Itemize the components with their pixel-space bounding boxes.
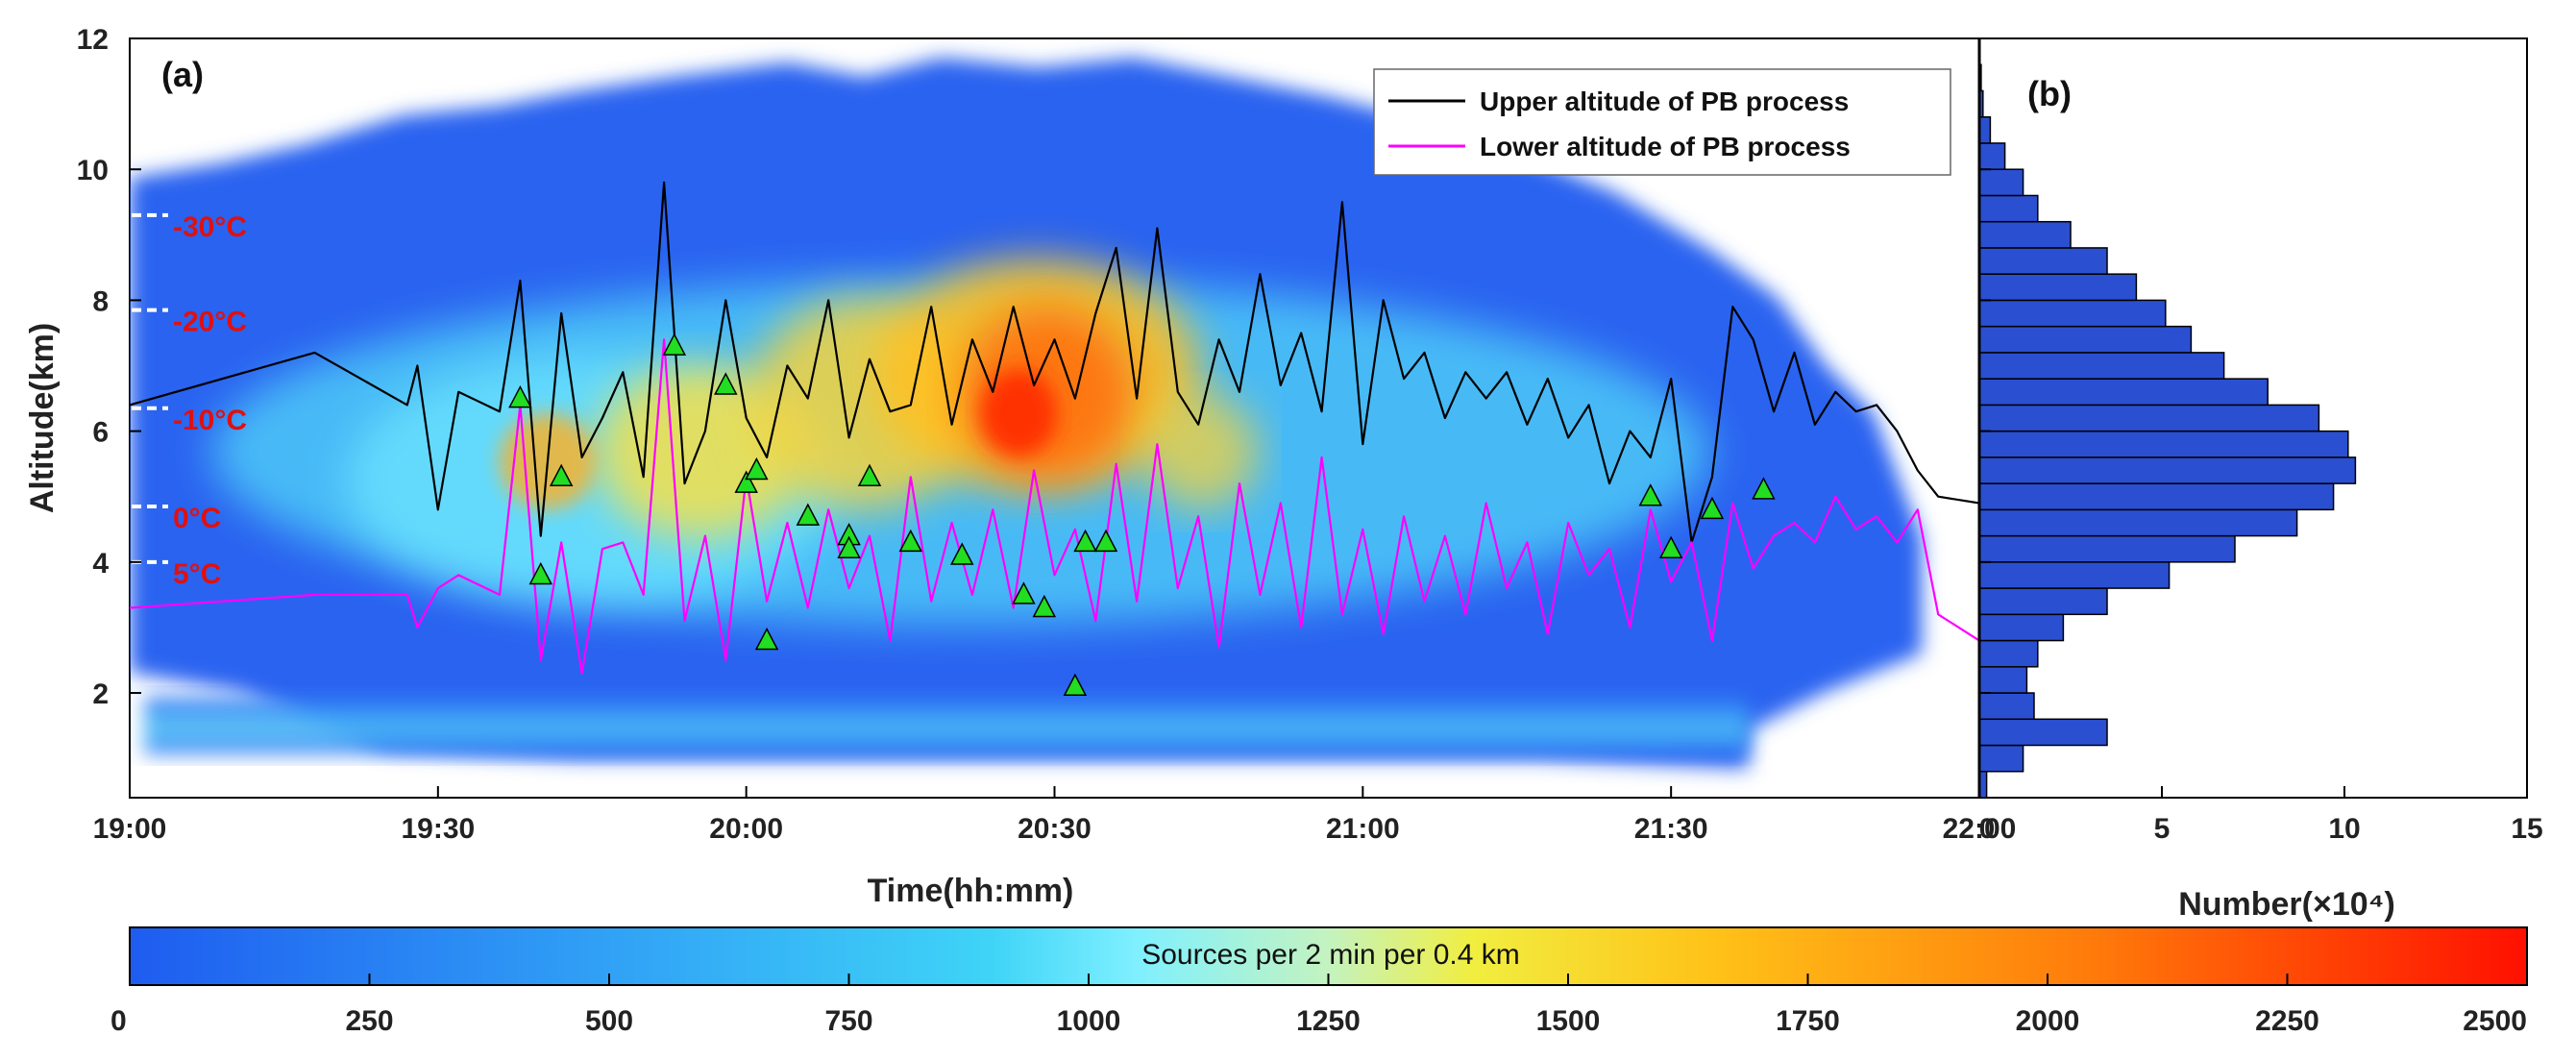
histogram-bar-17 <box>1978 325 2193 354</box>
triangle-marker-22 <box>1752 477 1776 500</box>
y-tick-label-2: 6 <box>92 417 109 449</box>
b-x-tick-label-0: 0 <box>1979 813 1996 845</box>
triangle-marker-12 <box>898 529 923 553</box>
histogram-bar-20 <box>1978 247 2108 275</box>
density-field <box>130 58 1922 769</box>
x-tick-label-1: 19:30 <box>401 813 475 845</box>
histogram-bar-7 <box>1978 587 2108 616</box>
b-x-tick-label-3: 15 <box>2511 813 2542 845</box>
triangle-marker-0 <box>508 384 532 408</box>
panel-b-label: (b) <box>2027 74 2072 113</box>
temp-level-label-1: -20°C <box>173 307 247 338</box>
y-tick-label-3: 8 <box>92 285 109 317</box>
x-tick-label-4: 21:00 <box>1326 813 1400 845</box>
histogram-bar-2 <box>1978 718 2108 747</box>
triangle-marker-5 <box>734 470 758 493</box>
histogram-bar-15 <box>1978 378 2269 407</box>
histogram-bar-8 <box>1978 561 2171 589</box>
colorbar-tick-label-8: 2000 <box>2016 1005 2080 1037</box>
legend-label-lower: Lower altitude of PB process <box>1480 132 1851 161</box>
legend-box <box>1373 68 1951 176</box>
y-tick-label-4: 10 <box>77 155 109 186</box>
histogram-bar-1 <box>1978 744 2024 773</box>
histogram-bar-4 <box>1978 666 2028 694</box>
triangle-marker-11 <box>857 463 882 487</box>
panel-b-x-axis-label: Number(×10⁴) <box>2178 886 2395 923</box>
triangle-marker-7 <box>754 627 779 651</box>
triangle-marker-1 <box>528 561 553 585</box>
triangle-marker-18 <box>1093 529 1118 553</box>
colorbar-tick-label-7: 1750 <box>1776 1005 1840 1037</box>
temp-level-label-2: -10°C <box>173 405 247 436</box>
x-tick-label-3: 20:30 <box>1018 813 1092 845</box>
histogram-bar-14 <box>1978 404 2320 432</box>
x-tick-label-5: 21:30 <box>1634 813 1708 845</box>
colorbar-tick-label-1: 250 <box>345 1005 393 1037</box>
triangle-marker-14 <box>1012 581 1036 605</box>
triangle-marker-13 <box>950 542 974 565</box>
y-tick-label-1: 4 <box>92 548 109 580</box>
histogram-bar-16 <box>1978 352 2225 380</box>
colorbar-tick-label-4: 1000 <box>1057 1005 1121 1037</box>
triangle-marker-21 <box>1700 496 1725 520</box>
histogram-bar-23 <box>1978 168 2024 197</box>
x-tick-label-6: 22:00 <box>1943 813 2017 845</box>
histogram-bar-6 <box>1978 613 2065 642</box>
colorbar-tick-label-2: 500 <box>585 1005 633 1037</box>
histogram-bar-22 <box>1978 194 2039 223</box>
density-core-yellow-5 <box>1143 394 1259 509</box>
density-core-red <box>980 370 1057 456</box>
y-tick-label-0: 2 <box>92 679 109 710</box>
legend-label-upper: Upper altitude of PB process <box>1480 86 1849 116</box>
triangle-marker-8 <box>796 503 821 526</box>
triangle-marker-3 <box>662 333 687 356</box>
temp-level-label-4: 5°C <box>173 558 221 590</box>
colorbar-tick-label-9: 2250 <box>2255 1005 2319 1037</box>
triangle-marker-16 <box>1063 673 1088 696</box>
colorbar-tick-label-6: 1500 <box>1536 1005 1601 1037</box>
histogram-bar-11 <box>1978 482 2335 511</box>
histogram-bar-5 <box>1978 639 2039 668</box>
triangle-marker-20 <box>1658 535 1683 558</box>
legend: Upper altitude of PB process Lower altit… <box>1373 68 1951 176</box>
histogram-bar-13 <box>1978 430 2349 458</box>
triangle-marker-4 <box>714 372 738 395</box>
colorbar-tick-label-10: 2500 <box>2463 1005 2527 1037</box>
triangle-marker-6 <box>745 456 769 481</box>
histogram-bar-12 <box>1978 456 2357 484</box>
b-x-tick-label-2: 10 <box>2328 813 2360 845</box>
histogram-bar-9 <box>1978 534 2236 563</box>
b-x-tick-label-1: 5 <box>2154 813 2171 845</box>
series-line-1 <box>130 338 1979 675</box>
histogram-bar-10 <box>1978 508 2298 537</box>
colorbar-tick-label-3: 750 <box>824 1005 872 1037</box>
histogram-bar-21 <box>1978 220 2072 249</box>
x-axis-label: Time(hh:mm) <box>868 873 1074 909</box>
y-axis-label: Altitude(km) <box>24 323 61 513</box>
temp-level-label-0: -30°C <box>173 211 247 243</box>
x-tick-label-0: 19:00 <box>93 813 167 845</box>
temp-level-label-3: 0°C <box>173 503 221 534</box>
histogram-bar-3 <box>1978 692 2035 721</box>
triangle-marker-10 <box>837 535 861 558</box>
triangle-marker-17 <box>1073 529 1097 553</box>
triangle-marker-15 <box>1032 594 1057 618</box>
histogram-bar-18 <box>1978 299 2167 328</box>
triangle-marker-19 <box>1638 483 1663 506</box>
colorbar-tick-label-5: 1250 <box>1296 1005 1361 1037</box>
x-tick-label-2: 20:00 <box>709 813 783 845</box>
histogram-bar-25 <box>1978 115 1992 144</box>
low-altitude-band <box>144 697 1749 754</box>
series-line-0 <box>130 181 1979 544</box>
histogram-bar-19 <box>1978 273 2138 302</box>
triangle-marker-2 <box>549 463 574 487</box>
colorbar-tick-label-0: 0 <box>110 1005 127 1037</box>
histogram-bar-24 <box>1978 142 2006 170</box>
y-tick-label-5: 12 <box>77 24 109 56</box>
colorbar-label: Sources per 2 min per 0.4 km <box>1141 939 1520 971</box>
panel-a-label: (a) <box>161 55 204 94</box>
